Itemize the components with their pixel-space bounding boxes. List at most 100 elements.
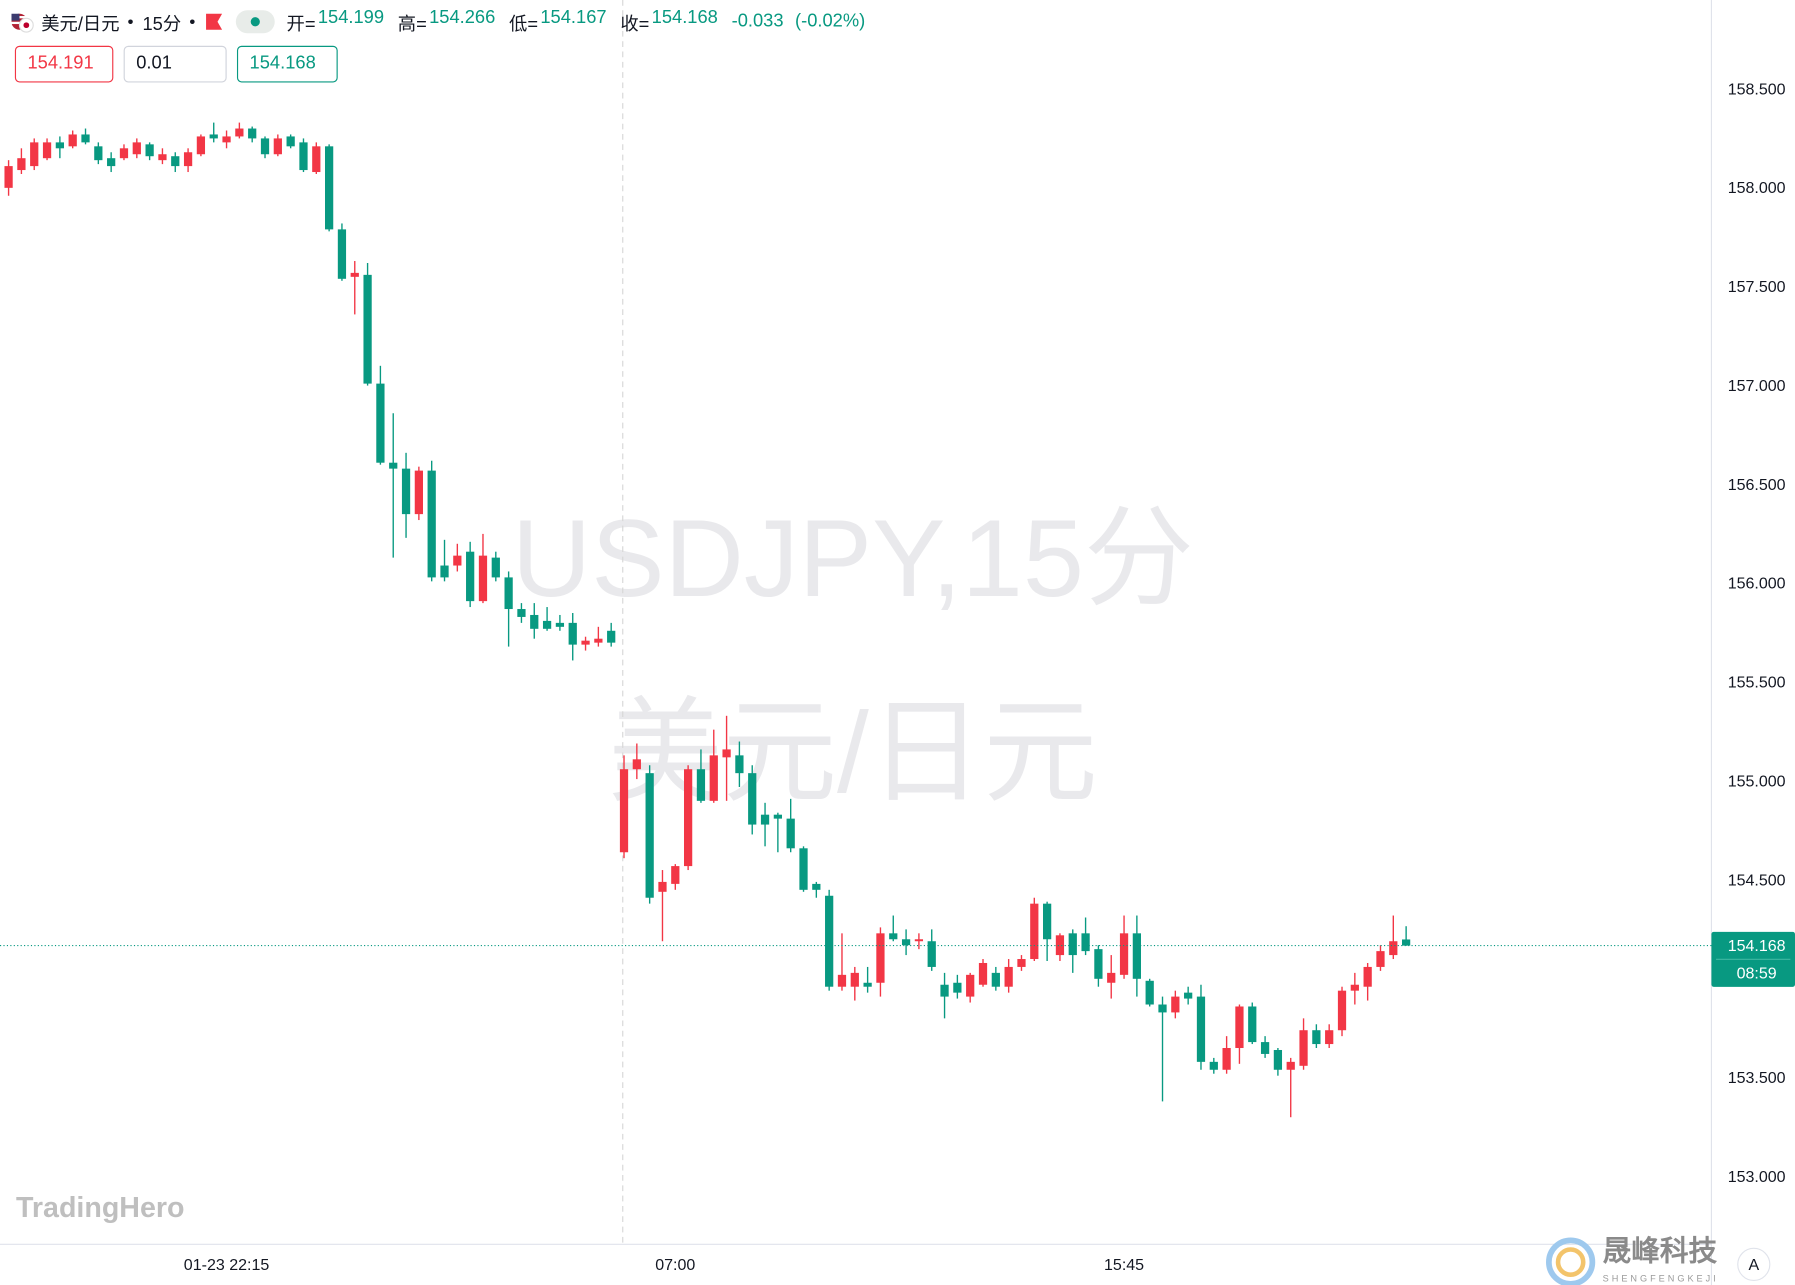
candle-body [273,138,282,155]
y-tick-label: 155.000 [1728,772,1786,790]
interval[interactable]: 15分 [142,14,182,35]
candle-body [607,630,616,643]
order-boxes: 154.191 0.01 154.168 [14,45,338,83]
change-pct: (-0.02%) [794,11,866,31]
candle-body [337,229,347,279]
candle-body [1081,933,1090,952]
candle-body [542,620,552,629]
candle-body [171,156,180,167]
candle-body [222,136,231,143]
change: -0.033 [731,11,784,31]
separator [128,19,134,25]
candle-body [825,895,834,987]
candle-body [748,773,757,825]
flag-icon [11,13,34,33]
candle-body [786,818,795,849]
candle-body [325,146,334,230]
status-pill[interactable] [236,10,276,34]
candle-body [1158,1004,1167,1013]
candle-body [1004,966,1013,987]
candle-body [453,555,462,566]
brand-sub: SHENGFENGKEJI [1603,1274,1719,1284]
candle-body [760,814,770,825]
candle-body [1196,996,1206,1062]
candle-body [68,134,77,147]
y-tick-label: 158.500 [1728,80,1786,98]
watermark-symbol: USDJPY,15分 [512,497,1194,620]
scale-button[interactable]: A [1737,1247,1771,1281]
low-value: 154.167 [540,8,607,28]
open-value: 154.199 [317,8,385,28]
sell-price[interactable]: 154.191 [14,45,114,83]
candle-body [517,609,526,617]
candle-body [1222,1048,1231,1070]
brand: 晟峰科技 SHENGFENGKEJI [1546,1235,1719,1285]
candle-body [773,814,782,819]
candles [4,122,1411,1118]
candle-body [312,146,321,173]
candle-body [889,933,898,940]
header: 美元/日元 15分 开= 154.199 高= 154.266 低= 154.167 … [11,8,869,35]
candle-body [850,972,859,987]
candle-body [619,769,629,853]
candle-body [658,881,667,892]
candle-body [1401,939,1411,946]
candle-body [299,142,308,171]
candle-body [363,274,372,384]
x-tick-label: 15:45 [1104,1256,1144,1274]
flag-marker[interactable] [204,11,225,32]
candle-body [427,470,436,578]
candle-body [1312,1030,1321,1045]
brand-icon [1546,1237,1596,1285]
candle-body [1055,935,1065,956]
candle-body [1171,996,1180,1013]
watermark: USDJPY,15分 美元/日元 [512,497,1194,817]
candle-body [17,158,26,171]
candle-body [478,555,488,602]
candle-body [914,939,924,942]
candle-body [1068,933,1077,956]
symbol[interactable]: 美元/日元 [41,14,120,35]
candle-body [581,640,590,645]
candle-body [1299,1030,1308,1066]
candle-body [94,146,103,161]
candle-body [1337,990,1347,1031]
candle-body [1235,1006,1244,1049]
scale-button-label[interactable]: A [1748,1256,1759,1274]
candle-body [119,148,129,159]
candle-body [248,128,257,139]
candle-body [555,622,565,627]
candle-body [966,974,975,997]
candle-body [1132,933,1141,979]
candle-body [1145,980,1154,1005]
last-price-label: 154.168 [1728,937,1786,955]
candle-body [837,974,847,987]
candle-body [812,883,821,890]
y-tick-label: 153.000 [1728,1168,1786,1186]
candle-body [55,142,64,149]
quantity[interactable]: 0.01 [123,45,227,83]
candle-body [440,565,449,578]
scale-button-bg[interactable] [1737,1247,1771,1281]
candle-body [978,962,988,985]
brand-name: 晟峰科技 [1603,1235,1718,1267]
candle-body [594,638,603,643]
candle-body [709,755,718,801]
open-label: 开= [286,14,316,35]
buy-price[interactable]: 154.168 [236,45,338,83]
candle-body [209,134,218,139]
y-tick-label: 156.000 [1728,575,1786,593]
candle-body [953,982,962,993]
candle-body [1260,1042,1270,1054]
candle-body [684,769,693,867]
candle-body [1389,941,1398,956]
y-tick-label: 153.500 [1728,1069,1786,1087]
candle-body [1107,972,1116,983]
candle-body [42,142,52,159]
candle-body [1209,1061,1218,1070]
candle-body [901,939,911,946]
watermark-name: 美元/日元 [608,689,1098,817]
candle-body [722,749,731,758]
